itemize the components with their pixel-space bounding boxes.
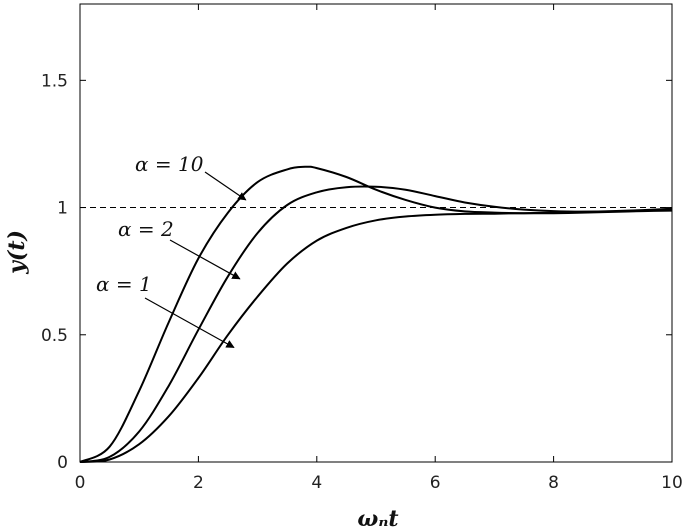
series-layer [79,165,673,463]
series-line-2 [79,207,673,463]
x-axis-label: ωₙt [357,506,398,530]
x-tick-label: 0 [75,473,86,493]
annotation-arrow-1 [169,239,241,280]
annotation-arrow-0 [204,171,247,201]
annotation-label-0: α = 10 [135,152,204,176]
y-axis-label: y(t) [4,230,30,275]
annotation-arrow-2 [144,297,235,349]
x-tick-label: 4 [311,473,322,493]
y-tick-label: 1 [57,199,68,219]
annotation-label-2: α = 1 [96,272,152,296]
annotation-label-1: α = 2 [118,217,174,241]
y-tick-label: 1.5 [41,71,68,91]
x-tick-label: 8 [548,473,559,493]
x-tick-label: 6 [430,473,441,493]
plot-border [79,3,673,463]
x-tick-label: 2 [193,473,204,493]
annotation-layer: α = 10 α = 2 α = 1 [96,152,247,349]
x-tick-label: 10 [661,473,683,493]
axis-ticks: 0 2 4 6 8 10 0 0.5 1 1.5 [41,4,683,493]
y-tick-label: 0.5 [41,326,68,346]
y-tick-label: 0 [57,453,68,473]
plot-area [79,3,673,463]
